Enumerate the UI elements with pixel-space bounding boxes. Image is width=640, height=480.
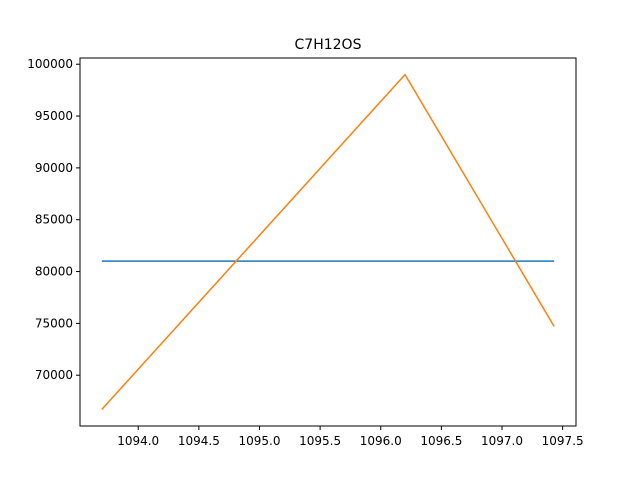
y-tick-label: 75000 — [35, 316, 73, 330]
y-tick-label: 95000 — [35, 109, 73, 123]
y-axis: 70000 75000 80000 85000 90000 95000 100000 — [27, 57, 80, 382]
x-tick-label: 1095.5 — [299, 434, 341, 448]
y-tick-label: 85000 — [35, 213, 73, 227]
y-tick-label: 80000 — [35, 265, 73, 279]
series-line-2 — [101, 73, 555, 410]
y-tick-label: 100000 — [27, 57, 73, 71]
x-axis: 1094.0 1094.5 1095.0 1095.5 1096.0 1096.5 1097… — [117, 426, 584, 448]
x-tick-label: 1096.0 — [360, 434, 402, 448]
x-tick-label: 1097.5 — [542, 434, 584, 448]
plot-frame — [79, 57, 577, 427]
y-tick-label: 70000 — [35, 368, 73, 382]
x-tick-label: 1094.0 — [117, 434, 159, 448]
y-tick-label: 90000 — [35, 161, 73, 175]
x-tick-label: 1097.0 — [481, 434, 523, 448]
x-tick-label: 1094.5 — [178, 434, 220, 448]
series-layer — [101, 73, 555, 410]
x-tick-label: 1095.0 — [238, 434, 280, 448]
chart-title: C7H12OS — [295, 37, 362, 53]
x-tick-label: 1096.5 — [420, 434, 462, 448]
